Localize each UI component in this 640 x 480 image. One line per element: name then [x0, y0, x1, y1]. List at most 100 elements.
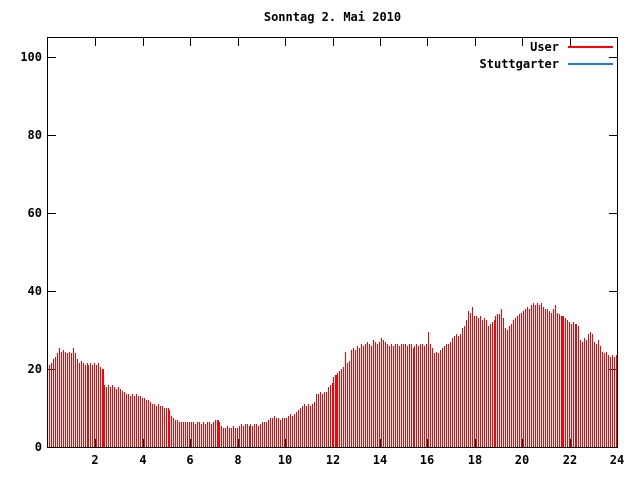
bar [596, 343, 597, 447]
x-axis-tick-label: 6 [186, 453, 194, 467]
bar [553, 308, 554, 447]
bar [217, 419, 219, 447]
bar [193, 421, 194, 447]
bar [177, 419, 178, 447]
bar [233, 425, 234, 447]
bar [393, 345, 394, 447]
bar [205, 423, 206, 447]
bar [312, 404, 313, 447]
bar [250, 423, 251, 447]
bar [116, 388, 117, 447]
bar [588, 333, 589, 447]
bar [77, 359, 78, 447]
bar [243, 425, 244, 447]
bar [367, 341, 368, 447]
axis-tick [143, 439, 144, 447]
bar [98, 363, 99, 447]
bar [130, 396, 131, 447]
chart-title: Sonntag 2. Mai 2010 [263, 10, 402, 24]
bar [509, 326, 510, 447]
bar [183, 421, 184, 447]
bar [112, 384, 113, 447]
bar [219, 421, 220, 447]
bar [484, 318, 485, 447]
bar [298, 410, 299, 447]
legend-line-stuttgarter-icon [568, 62, 613, 65]
bar [294, 413, 295, 447]
bar [223, 427, 224, 447]
bar [175, 419, 176, 447]
bar [169, 410, 170, 447]
bar [197, 421, 198, 447]
bar [517, 316, 518, 447]
x-axis-tick-label: 22 [562, 453, 578, 467]
bar [521, 312, 522, 447]
bar [359, 347, 360, 447]
bar [140, 396, 141, 447]
bar [314, 402, 315, 447]
bar [466, 320, 467, 447]
bar [539, 304, 540, 447]
bar [450, 341, 451, 447]
bar [185, 421, 186, 447]
bar [345, 351, 346, 447]
bar [114, 386, 115, 447]
bar [494, 320, 495, 447]
axis-tick [609, 291, 617, 292]
axis-tick [48, 57, 56, 58]
axis-tick [48, 291, 56, 292]
bar [395, 343, 396, 447]
bar [383, 339, 384, 447]
bar [53, 359, 54, 447]
bar [580, 339, 581, 447]
bar [320, 392, 321, 447]
bar [108, 384, 109, 447]
bar [122, 390, 123, 447]
bar [363, 345, 364, 447]
axis-tick [190, 38, 191, 46]
bar [318, 394, 319, 447]
legend-entry-stuttgarter: Stuttgarter [480, 55, 613, 72]
bar [474, 316, 475, 447]
bar [503, 318, 504, 447]
bar [355, 349, 356, 447]
bar [387, 343, 388, 447]
bar [432, 347, 433, 447]
bar [576, 324, 577, 447]
y-axis-tick-label: 0 [34, 440, 42, 454]
bar [249, 425, 250, 447]
bar [158, 404, 159, 447]
bar [304, 404, 305, 447]
bar [124, 392, 125, 447]
bar [357, 345, 358, 447]
bar [266, 421, 267, 447]
bar [278, 417, 279, 447]
axis-tick [48, 369, 56, 370]
bar [75, 353, 76, 447]
y-axis-tick-label: 20 [27, 362, 42, 376]
bar [379, 341, 380, 447]
axis-tick [238, 439, 239, 447]
bar [241, 423, 242, 447]
bar [519, 314, 520, 447]
bar [150, 402, 151, 447]
bar [373, 339, 374, 447]
bar [254, 423, 255, 447]
bar [452, 337, 453, 447]
bar [492, 322, 493, 447]
bar [523, 310, 524, 447]
bar [134, 396, 135, 447]
bar [480, 316, 481, 447]
bar [604, 353, 605, 447]
bar [59, 347, 60, 447]
bar [397, 343, 398, 447]
x-axis-tick-label: 2 [91, 453, 99, 467]
bar [85, 365, 86, 447]
bar [171, 415, 172, 447]
bar [284, 417, 285, 447]
bar [324, 392, 325, 447]
bar [573, 322, 574, 447]
bar [173, 417, 174, 447]
bar [296, 411, 297, 447]
